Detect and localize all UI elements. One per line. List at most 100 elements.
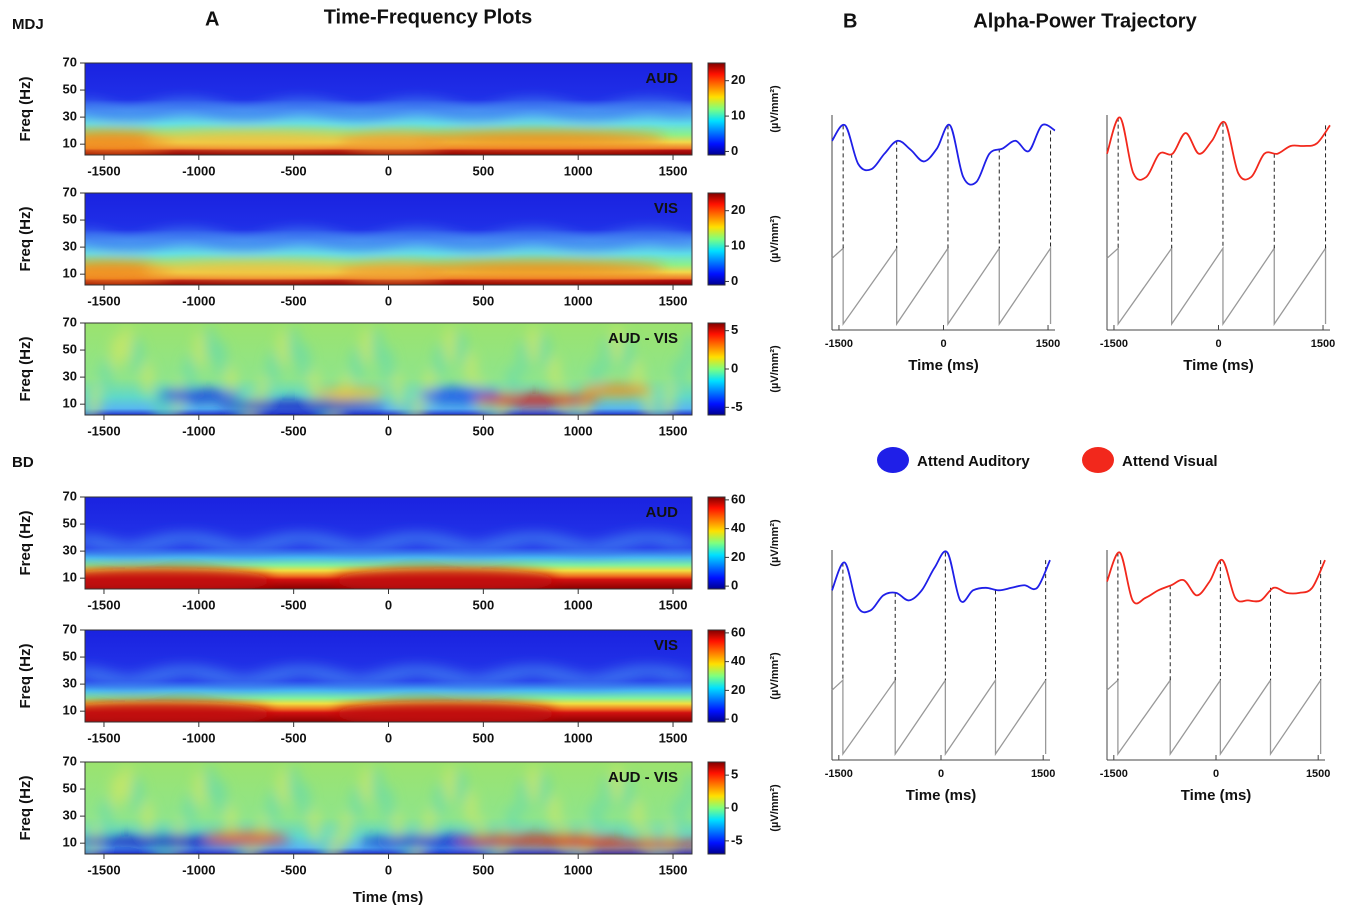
trajectory-line	[1106, 551, 1326, 605]
trajectory-line	[831, 123, 1056, 186]
legend-swatch	[877, 447, 909, 473]
panel-label: B	[843, 10, 857, 32]
texture	[110, 773, 123, 810]
x-axis-label: Time (ms)	[1183, 357, 1254, 374]
x-tick-label: 0	[385, 293, 392, 308]
texture	[350, 785, 363, 822]
heatmap	[85, 762, 692, 854]
y-tick-label: 50	[63, 81, 77, 96]
x-tick-label: 1000	[564, 862, 593, 877]
y-axis-label: Freq (Hz)	[17, 644, 34, 709]
texture	[204, 325, 217, 362]
y-axis-label: Freq (Hz)	[17, 337, 34, 402]
colorbar-tick-label: 20	[731, 549, 745, 564]
blob	[414, 260, 667, 277]
y-tick-label: 30	[63, 239, 77, 254]
panel-title: Time-Frequency Plots	[324, 6, 533, 28]
texture	[660, 235, 692, 246]
y-tick-label: 30	[63, 369, 77, 384]
colorbar-label: (µV/mm²)	[769, 784, 781, 832]
texture	[308, 369, 321, 406]
texture	[684, 333, 692, 370]
x-tick-label: 0	[1213, 768, 1219, 780]
x-tick-label: -1000	[182, 293, 215, 308]
texture	[110, 334, 123, 371]
trajectory-line	[1106, 116, 1331, 181]
colorbar	[707, 629, 726, 723]
colorbar-tick-label: 5	[731, 322, 738, 337]
texture	[193, 331, 206, 368]
x-tick-label: 0	[385, 597, 392, 612]
sawtooth	[831, 678, 1047, 757]
blob	[219, 400, 388, 414]
y-tick-label: 70	[63, 753, 77, 768]
plot-label: AUD	[646, 504, 679, 521]
x-tick-label: 0	[385, 423, 392, 438]
y-tick-label: 50	[63, 648, 77, 663]
heatmap	[85, 63, 692, 155]
plot-label: AUD - VIS	[608, 330, 678, 347]
x-tick-label: 1500	[659, 730, 688, 745]
texture	[538, 332, 551, 369]
texture	[663, 820, 676, 854]
x-tick-label: -1500	[825, 338, 853, 350]
plot-label: VIS	[654, 200, 678, 217]
texture	[506, 364, 519, 401]
texture	[360, 766, 373, 803]
colorbar-tick-label: -5	[731, 832, 743, 847]
colorbar-label: (µV/mm²)	[769, 345, 781, 393]
x-tick-label: 1500	[659, 293, 688, 308]
colorbar-tick-label: 0	[731, 799, 738, 814]
texture	[527, 325, 540, 362]
colorbar-tick-label: 20	[731, 202, 745, 217]
trajectory-line	[831, 550, 1051, 614]
y-tick-label: 30	[63, 543, 77, 558]
texture	[621, 774, 634, 811]
x-axis-label: Time (ms)	[906, 787, 977, 804]
x-tick-label: 0	[1215, 338, 1221, 350]
heatmap-texture	[85, 532, 692, 589]
texture	[287, 326, 300, 363]
heatmap-texture	[85, 764, 692, 854]
blob	[156, 389, 241, 403]
legend-swatch	[1082, 447, 1114, 473]
x-tick-label: 0	[385, 862, 392, 877]
texture	[652, 392, 665, 415]
texture	[631, 798, 644, 835]
texture	[339, 811, 352, 848]
x-tick-label: 500	[472, 730, 494, 745]
blob	[85, 701, 273, 722]
colorbar-tick-label: 60	[731, 491, 745, 506]
x-tick-label: -1000	[182, 163, 215, 178]
x-tick-label: -1000	[182, 862, 215, 877]
x-tick-label: 1500	[659, 597, 688, 612]
x-axis-label: Time (ms)	[353, 889, 424, 906]
x-tick-label: 0	[940, 338, 946, 350]
texture	[433, 342, 446, 379]
colorbar-tick-label: 0	[731, 360, 738, 375]
colorbar	[707, 761, 726, 855]
blob	[333, 701, 558, 722]
heatmap	[85, 323, 692, 415]
texture	[423, 807, 436, 844]
colorbar-tick-label: 40	[731, 653, 745, 668]
blob	[537, 839, 692, 850]
colorbar-label: (µV/mm²)	[769, 215, 781, 263]
texture	[444, 765, 457, 802]
texture	[381, 786, 394, 823]
x-tick-label: 0	[385, 730, 392, 745]
y-tick-label: 50	[63, 515, 77, 530]
texture	[214, 339, 227, 376]
y-axis-label: Freq (Hz)	[17, 511, 34, 576]
x-tick-label: -1500	[87, 423, 120, 438]
x-tick-label: 1500	[659, 163, 688, 178]
heatmap-texture	[85, 325, 692, 415]
colorbar-tick-label: 0	[731, 711, 738, 726]
x-tick-label: 500	[472, 423, 494, 438]
x-tick-label: -1500	[1100, 338, 1128, 350]
x-tick-label: 0	[938, 768, 944, 780]
texture	[120, 325, 133, 362]
x-tick-label: -1500	[87, 597, 120, 612]
texture	[371, 767, 384, 804]
